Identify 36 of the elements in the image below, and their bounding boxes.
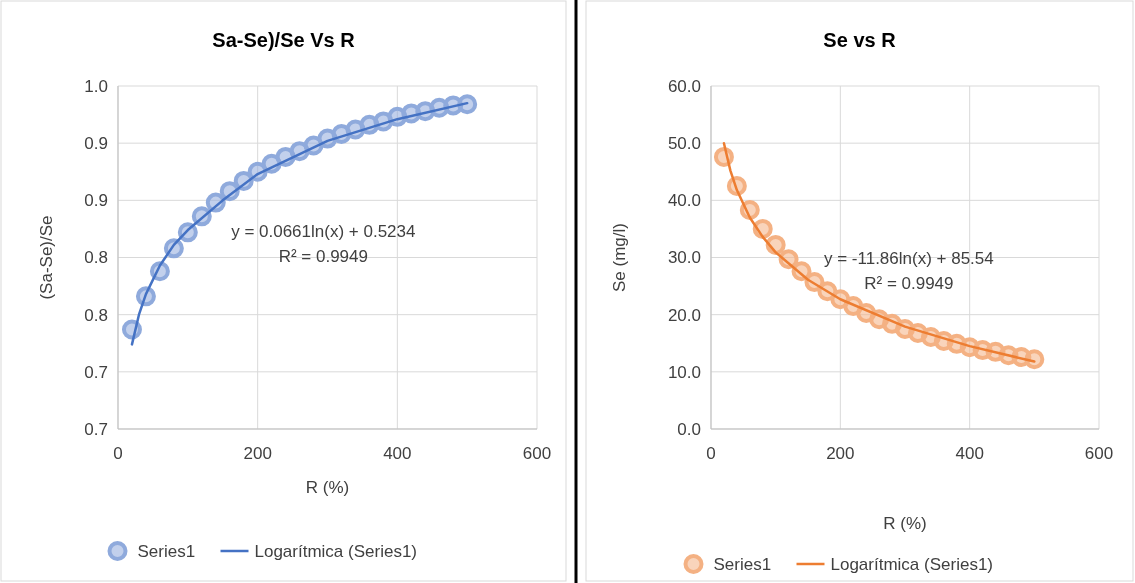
y-tick-label: 0.7	[84, 419, 108, 439]
x-tick-label: 600	[1084, 444, 1114, 463]
y-tick-label: 0.7	[84, 362, 108, 382]
annotation: R² = 0.9949	[864, 274, 954, 294]
x-tick-label: 200	[826, 444, 855, 463]
y-axis-title: Se (mg/l)	[610, 223, 629, 292]
annotation: y = -11.86ln(x) + 85.54	[823, 249, 994, 269]
chart-title: Se vs R	[823, 29, 897, 51]
y-tick-label: 10.0	[667, 362, 701, 382]
y-axis-title: (Sa-Se)/Se	[37, 215, 56, 300]
annotation: R² = 0.9949	[278, 246, 368, 266]
x-tick-label: 0	[706, 444, 716, 463]
x-tick-label: 600	[522, 444, 552, 463]
legend-label: Logarítmica (Series1)	[830, 554, 994, 574]
y-tick-label: 0.9	[84, 134, 108, 154]
y-tick-label: 0.8	[84, 305, 108, 325]
y-tick-label: 60.0	[667, 76, 701, 96]
y-tick-label: 0.9	[84, 191, 108, 211]
x-axis-title: R (%)	[883, 514, 927, 533]
y-tick-label: 0.0	[677, 419, 701, 439]
legend-label: Logarítmica (Series1)	[254, 541, 418, 561]
x-tick-label: 200	[243, 444, 272, 463]
annotation: y = 0.0661ln(x) + 0.5234	[231, 221, 416, 241]
x-tick-label: 0	[113, 444, 123, 463]
y-tick-label: 30.0	[667, 248, 701, 268]
y-tick-label: 40.0	[667, 191, 701, 211]
y-tick-label: 50.0	[667, 134, 701, 154]
chart-title: Sa-Se)/Se Vs R	[212, 29, 356, 51]
legend-label: Series1	[713, 554, 772, 574]
y-tick-label: 20.0	[667, 305, 701, 325]
x-axis-title: R (%)	[305, 478, 350, 497]
y-tick-label: 1.0	[84, 76, 108, 96]
x-tick-label: 400	[383, 444, 412, 463]
legend-label: Series1	[137, 541, 196, 561]
x-tick-label: 400	[955, 444, 984, 463]
y-tick-label: 0.8	[84, 248, 108, 268]
